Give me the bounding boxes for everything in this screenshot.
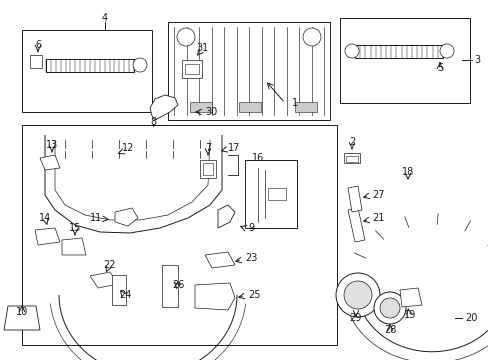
Bar	[200, 160, 216, 178]
Circle shape	[303, 28, 320, 46]
Polygon shape	[4, 306, 40, 330]
Bar	[343, 153, 359, 163]
Text: 16: 16	[251, 153, 264, 163]
Bar	[339, 18, 469, 103]
Text: 17: 17	[227, 143, 240, 153]
Text: 1: 1	[291, 98, 298, 108]
Text: 18: 18	[401, 167, 413, 177]
Text: 15: 15	[69, 223, 81, 233]
Text: 24: 24	[119, 290, 131, 300]
Bar	[354, 45, 442, 58]
Text: 28: 28	[383, 325, 395, 335]
Bar	[203, 163, 213, 175]
Bar	[244, 160, 296, 228]
Text: 30: 30	[204, 107, 217, 117]
Circle shape	[343, 281, 371, 309]
Polygon shape	[195, 283, 235, 310]
Bar	[239, 102, 261, 112]
Bar	[168, 22, 329, 120]
Text: 5: 5	[436, 63, 442, 73]
Text: 29: 29	[348, 313, 361, 323]
Polygon shape	[399, 288, 421, 307]
Bar	[112, 275, 126, 305]
Polygon shape	[347, 208, 364, 242]
Circle shape	[335, 273, 379, 317]
Circle shape	[345, 44, 358, 58]
Text: 21: 21	[371, 213, 384, 223]
Text: 7: 7	[204, 143, 211, 153]
Polygon shape	[347, 186, 361, 212]
Polygon shape	[62, 238, 86, 255]
Bar	[22, 125, 336, 345]
Text: 14: 14	[39, 213, 51, 223]
Text: 23: 23	[244, 253, 257, 263]
Circle shape	[379, 298, 399, 318]
Circle shape	[439, 44, 453, 58]
Text: 19: 19	[403, 310, 415, 320]
Text: 12: 12	[122, 143, 134, 153]
Text: 8: 8	[150, 117, 156, 127]
Bar	[184, 64, 199, 74]
Circle shape	[177, 28, 195, 46]
Text: 6: 6	[35, 40, 41, 50]
Bar	[46, 59, 134, 72]
Bar	[294, 102, 316, 112]
Circle shape	[373, 292, 405, 324]
Bar	[182, 60, 202, 78]
Bar	[267, 188, 285, 200]
Bar	[22, 30, 152, 112]
Polygon shape	[115, 208, 138, 226]
Circle shape	[133, 58, 147, 72]
Text: 11: 11	[90, 213, 102, 223]
Polygon shape	[204, 252, 235, 268]
Text: 9: 9	[247, 223, 254, 233]
Polygon shape	[150, 95, 178, 120]
Bar	[162, 265, 178, 307]
Text: 31: 31	[196, 43, 208, 53]
Polygon shape	[35, 228, 60, 245]
Text: 3: 3	[473, 55, 479, 65]
Bar	[346, 156, 357, 162]
Text: 10: 10	[16, 307, 28, 317]
Text: 13: 13	[46, 140, 58, 150]
Polygon shape	[40, 155, 60, 170]
Text: 22: 22	[103, 260, 116, 270]
Bar	[190, 102, 212, 112]
Polygon shape	[218, 205, 235, 228]
Text: 20: 20	[464, 313, 476, 323]
Text: 27: 27	[371, 190, 384, 200]
Text: 2: 2	[348, 137, 354, 147]
Bar	[30, 55, 42, 68]
Text: 25: 25	[247, 290, 260, 300]
Polygon shape	[90, 272, 118, 288]
Text: 4: 4	[102, 13, 108, 23]
Text: 26: 26	[171, 280, 184, 290]
